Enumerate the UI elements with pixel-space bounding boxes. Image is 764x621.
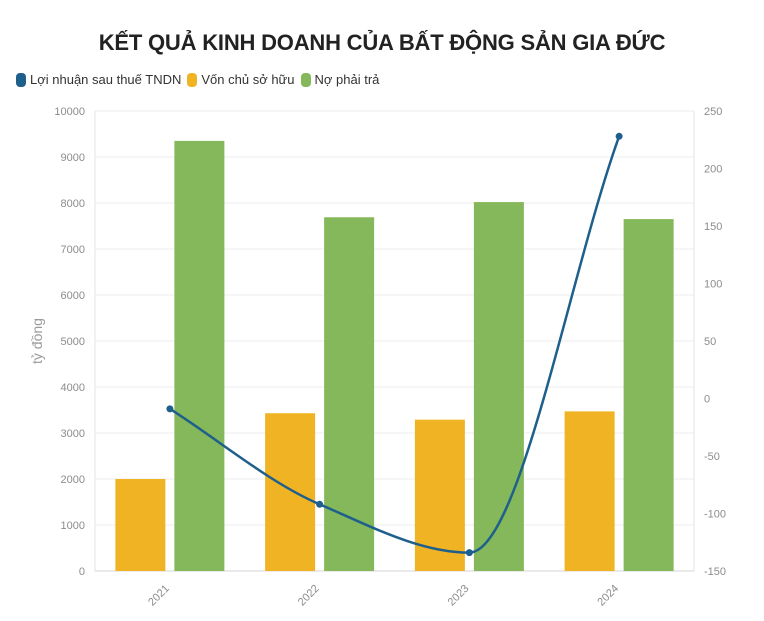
y2-tick-label: 150: [704, 221, 722, 233]
bar-equity: [115, 479, 166, 571]
x-tick-label: 2022: [296, 583, 322, 609]
y-tick-label: 0: [79, 566, 85, 578]
legend: Lợi nhuận sau thuế TNDN Vốn chủ sở hữu N…: [16, 72, 385, 87]
bar-liabilities: [174, 140, 225, 571]
bar-liabilities: [473, 202, 524, 571]
line-profit: [169, 135, 621, 554]
legend-label-liabilities: Nợ phải trả: [314, 72, 380, 87]
y-axis-title: tỷ đồng: [29, 318, 45, 364]
x-tick-label: 2024: [595, 583, 621, 609]
y-tick-label: 4000: [61, 382, 85, 394]
legend-swatch-liabilities: [300, 72, 311, 87]
point-profit: [465, 549, 473, 557]
bar-equity: [564, 411, 615, 571]
y2-tick-label: 200: [704, 164, 722, 176]
y-tick-label: 9000: [61, 152, 85, 164]
y-tick-label: 5000: [61, 336, 85, 348]
legend-swatch-profit: [16, 72, 26, 87]
legend-item-liabilities[interactable]: Nợ phải trả: [300, 72, 380, 87]
y2-tick-label: 0: [704, 394, 710, 406]
x-tick-label: 2023: [446, 583, 472, 609]
legend-item-profit[interactable]: Lợi nhuận sau thuế TNDN: [16, 72, 181, 87]
point-profit: [316, 500, 324, 508]
bar-liabilities: [623, 219, 674, 571]
y-tick-label: 7000: [61, 244, 85, 256]
legend-item-equity[interactable]: Vốn chủ sở hữu: [187, 72, 295, 87]
y-tick-label: 8000: [61, 198, 85, 210]
chart-title: KẾT QUẢ KINH DOANH CỦA BẤT ĐỘNG SẢN GIA …: [98, 30, 666, 55]
y-tick-label: 6000: [61, 290, 85, 302]
y2-tick-label: 250: [704, 106, 722, 118]
point-profit: [615, 132, 623, 140]
y-tick-label: 3000: [61, 428, 85, 440]
legend-swatch-equity: [187, 72, 198, 87]
legend-label-equity: Vốn chủ sở hữu: [201, 72, 295, 87]
bar-equity: [265, 413, 316, 571]
y-tick-label: 10000: [54, 106, 85, 118]
y2-tick-label: -50: [704, 451, 720, 463]
y-tick-label: 1000: [61, 520, 85, 532]
y2-tick-label: 50: [704, 336, 716, 348]
y2-tick-label: -150: [704, 566, 726, 578]
legend-label-profit: Lợi nhuận sau thuế TNDN: [30, 72, 182, 87]
x-tick-label: 2021: [146, 583, 172, 609]
bar-liabilities: [324, 217, 375, 571]
y-tick-label: 2000: [61, 474, 85, 486]
y2-tick-label: -100: [704, 509, 726, 521]
y2-tick-label: 100: [704, 279, 722, 291]
bar-equity: [414, 419, 465, 571]
point-profit: [166, 405, 174, 413]
